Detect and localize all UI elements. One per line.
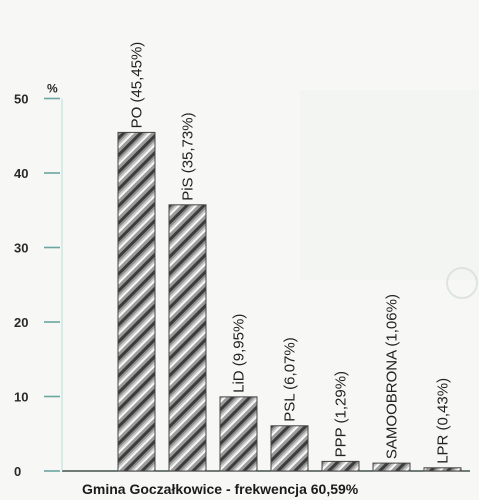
bar-pis [168, 204, 207, 472]
bar-lpr [423, 467, 462, 472]
bar-ppp [321, 460, 360, 472]
bars-group [117, 131, 462, 472]
bar-lid [219, 396, 258, 472]
bar-label: PiS (35,73%) [180, 112, 197, 200]
bar-label: SAMOOBRONA (1,06%) [384, 294, 401, 459]
bar-label: PPP (1,29%) [333, 371, 350, 457]
bar-label: LPR (0,43%) [435, 378, 452, 464]
bar-label: PO (45,45%) [129, 42, 146, 129]
y-tick-label: 20 [14, 315, 28, 330]
y-tick-label: 30 [14, 241, 28, 256]
bar-label: LiD (9,95%) [231, 314, 248, 393]
bar-psl [270, 425, 309, 472]
labels-group: PO (45,45%) PiS (35,73%) LiD (9,95%) PSL (6… [129, 42, 452, 464]
y-axis-unit-label: % [47, 82, 58, 96]
bar-label: PSL (6,07%) [282, 337, 299, 422]
y-tick-label: 10 [14, 390, 28, 405]
y-tick-label: 40 [14, 166, 28, 181]
y-tick-label: 50 [14, 92, 28, 107]
bar-samoobrona [372, 462, 411, 472]
chart-caption: Gmina Goczałkowice - frekwencja 60,59% [82, 481, 359, 497]
y-tick-label: 0 [14, 464, 21, 479]
background-watermark [300, 90, 479, 299]
bar-po [117, 131, 156, 472]
